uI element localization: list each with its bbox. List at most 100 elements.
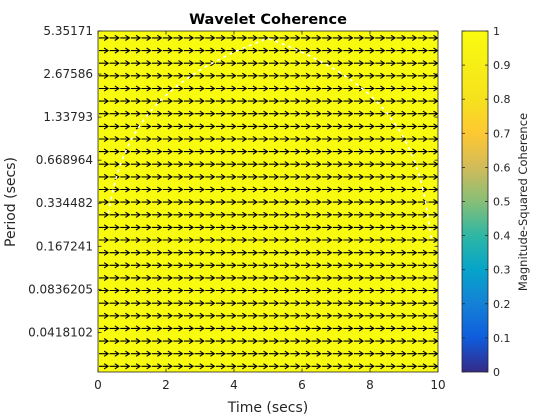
colorbar-tick-label: 0.3 — [493, 264, 511, 277]
phase-arrow — [385, 224, 397, 231]
x-axis: 0 2 4 6 8 10 — [94, 31, 446, 392]
phase-arrow — [237, 325, 248, 332]
phase-arrow — [300, 325, 312, 332]
phase-arrow — [194, 312, 205, 319]
phase-arrow — [332, 123, 343, 130]
phase-arrow — [152, 312, 163, 319]
phase-arrow — [375, 338, 386, 345]
phase-arrow — [354, 110, 365, 117]
phase-arrow — [364, 72, 375, 79]
phase-arrow — [109, 249, 120, 256]
phase-arrow — [215, 300, 227, 307]
y-tick-label: 0.334482 — [36, 196, 93, 210]
phase-arrow — [279, 123, 290, 130]
phase-arrow — [375, 47, 386, 54]
phase-arrow — [247, 34, 258, 41]
phase-arrow — [269, 211, 280, 218]
phase-arrow — [385, 274, 397, 281]
phase-arrow — [354, 186, 365, 193]
phase-arrow — [109, 123, 120, 130]
phase-arrow — [247, 224, 258, 231]
phase-arrow — [109, 98, 120, 105]
phase-arrow — [162, 34, 173, 41]
phase-arrow — [407, 300, 418, 307]
phase-arrow — [109, 300, 120, 307]
phase-arrow — [162, 224, 173, 231]
phase-arrow — [428, 224, 438, 231]
phase-arrow — [300, 274, 312, 281]
phase-arrow — [226, 72, 237, 79]
phase-arrow — [120, 34, 131, 41]
phase-arrow — [120, 287, 131, 294]
phase-arrow — [130, 98, 142, 105]
phase-arrow — [152, 325, 163, 332]
phase-arrow — [343, 186, 354, 193]
chart-title: Wavelet Coherence — [189, 12, 347, 28]
phase-arrow — [215, 173, 227, 180]
phase-arrow — [130, 338, 142, 345]
phase-arrow — [322, 300, 333, 307]
phase-arrow — [109, 135, 120, 143]
phase-arrow — [364, 173, 375, 180]
phase-arrow — [343, 325, 354, 332]
phase-arrow — [354, 300, 365, 307]
phase-arrow — [130, 236, 142, 244]
phase-arrow — [385, 262, 397, 269]
phase-arrow — [407, 148, 418, 155]
phase-arrow — [279, 312, 290, 319]
phase-arrow — [311, 287, 322, 294]
phase-arrow — [247, 262, 258, 269]
phase-arrow — [258, 148, 269, 155]
phase-arrow — [428, 148, 438, 155]
phase-arrow — [237, 350, 248, 357]
phase-arrow — [226, 161, 237, 168]
phase-arrow — [226, 199, 237, 206]
phase-arrow — [141, 224, 152, 231]
phase-arrow — [428, 312, 438, 319]
phase-arrow — [258, 135, 269, 143]
phase-arrow — [120, 161, 131, 168]
phase-arrow — [385, 249, 397, 256]
phase-arrow — [343, 312, 354, 319]
phase-arrow — [184, 287, 195, 294]
phase-arrow — [354, 325, 365, 332]
phase-arrow — [407, 161, 418, 168]
phase-arrow — [99, 300, 110, 307]
phase-arrow — [120, 199, 131, 206]
phase-arrow — [141, 287, 152, 294]
phase-arrow — [385, 98, 397, 105]
phase-arrow — [152, 287, 163, 294]
phase-arrow — [364, 224, 375, 231]
phase-arrow — [194, 47, 205, 54]
phase-arrow — [152, 148, 163, 155]
phase-arrow — [215, 47, 227, 54]
phase-arrow — [417, 47, 428, 54]
phase-arrow — [226, 148, 237, 155]
phase-arrow — [120, 85, 131, 92]
phase-arrow — [141, 135, 152, 143]
phase-arrow — [407, 262, 418, 269]
phase-arrow — [184, 224, 195, 231]
colorbar-tick-label: 0.7 — [493, 127, 511, 140]
colorbar-tick-label: 1 — [493, 25, 500, 38]
phase-arrow — [279, 173, 290, 180]
phase-arrow — [396, 350, 407, 357]
phase-arrow — [343, 211, 354, 218]
phase-arrow — [120, 224, 131, 231]
phase-arrow — [375, 135, 386, 143]
phase-arrow — [428, 236, 438, 244]
phase-arrow — [99, 236, 110, 244]
phase-arrow — [258, 85, 269, 92]
phase-arrow — [226, 338, 237, 345]
phase-arrow — [152, 135, 163, 143]
phase-arrow — [184, 274, 195, 281]
phase-arrow — [332, 60, 343, 67]
phase-arrow — [375, 363, 386, 370]
phase-arrow — [226, 135, 237, 143]
phase-arrow — [99, 161, 110, 168]
phase-arrow — [407, 34, 418, 41]
phase-arrow — [279, 148, 290, 155]
phase-arrow — [375, 236, 386, 244]
phase-arrow — [396, 325, 407, 332]
phase-arrow — [258, 287, 269, 294]
